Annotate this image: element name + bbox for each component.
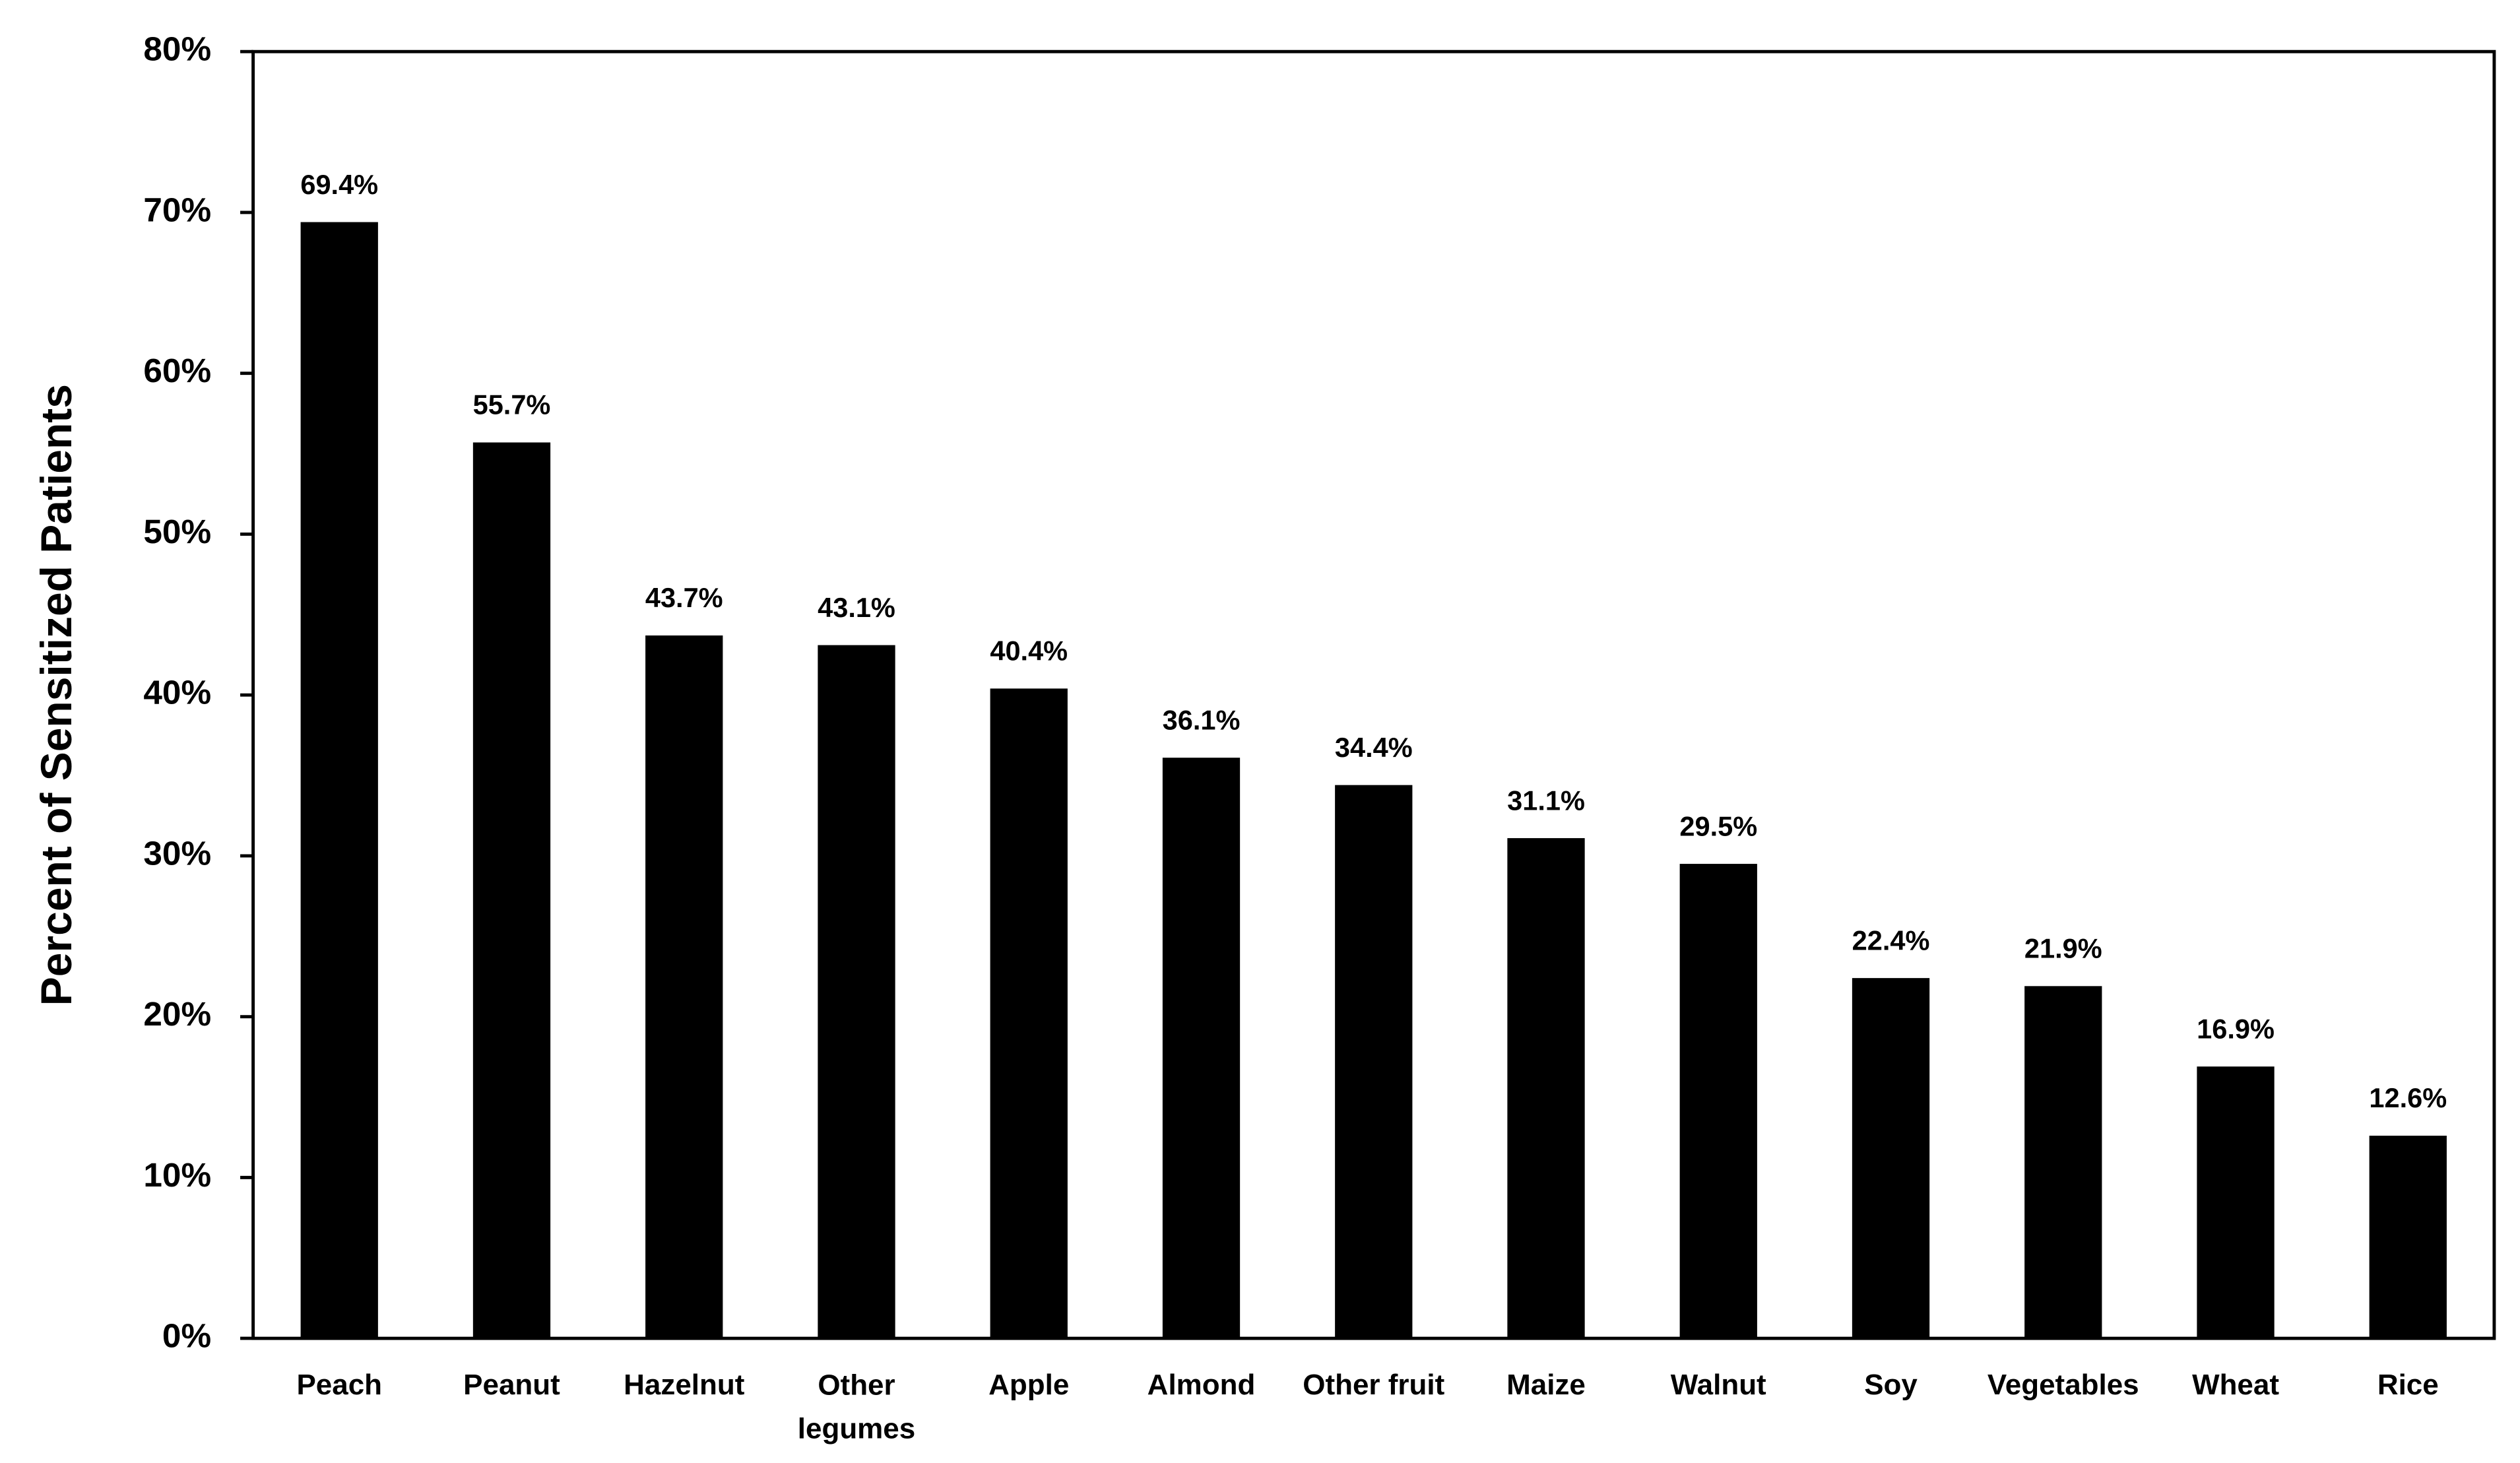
bar	[818, 645, 895, 1339]
bar	[300, 222, 378, 1339]
bar	[645, 635, 723, 1339]
bar	[2024, 986, 2102, 1339]
bar	[1335, 785, 1413, 1339]
y-tick-label: 70%	[143, 191, 211, 228]
x-tick-label: Other fruit	[1303, 1369, 1444, 1401]
value-label: 29.5%	[1679, 810, 1757, 841]
x-tick-label: Maize	[1506, 1369, 1586, 1401]
bar	[2197, 1066, 2275, 1339]
y-tick-label: 30%	[143, 834, 211, 872]
value-label: 43.7%	[645, 582, 723, 613]
value-label: 22.4%	[1852, 925, 1930, 956]
value-label: 21.9%	[2024, 933, 2102, 964]
bar	[1679, 864, 1757, 1339]
value-label: 55.7%	[473, 389, 551, 420]
y-axis-label: Percent of Sensitized Patients	[32, 384, 81, 1006]
x-tick-label: Wheat	[2192, 1369, 2279, 1401]
x-tick-label: Walnut	[1671, 1369, 1766, 1401]
bar	[1507, 838, 1585, 1339]
x-tick-label: Vegetables	[1987, 1369, 2139, 1401]
x-tick-label: Soy	[1864, 1369, 1918, 1401]
y-tick-label: 60%	[143, 352, 211, 389]
value-label: 40.4%	[990, 635, 1068, 666]
y-tick-label: 10%	[143, 1156, 211, 1194]
x-tick-label: Hazelnut	[624, 1369, 745, 1401]
bar	[472, 442, 551, 1339]
value-label: 12.6%	[2369, 1082, 2447, 1113]
value-label: 34.4%	[1335, 732, 1413, 763]
bar	[1162, 758, 1241, 1339]
value-label: 43.1%	[818, 592, 895, 623]
x-tick-label: Apple	[988, 1369, 1069, 1401]
x-tick-label: Other legumes	[798, 1369, 915, 1445]
bar	[1852, 978, 1930, 1339]
x-tick-label: Peanut	[463, 1369, 560, 1401]
value-label: 36.1%	[1163, 704, 1241, 735]
y-tick-label: 40%	[143, 674, 211, 711]
x-tick-label: Rice	[2377, 1369, 2439, 1401]
y-tick-label: 20%	[143, 995, 211, 1033]
value-label: 31.1%	[1507, 785, 1585, 816]
value-label: 16.9%	[2197, 1013, 2275, 1044]
bar	[990, 688, 1068, 1339]
x-tick-label: Peach	[296, 1369, 382, 1401]
y-tick-label: 50%	[143, 513, 211, 550]
value-label: 69.4%	[300, 169, 378, 200]
y-tick-label: 80%	[143, 30, 211, 68]
y-tick-label: 0%	[162, 1317, 211, 1355]
bar	[2369, 1136, 2447, 1339]
x-tick-label: Almond	[1147, 1369, 1256, 1401]
